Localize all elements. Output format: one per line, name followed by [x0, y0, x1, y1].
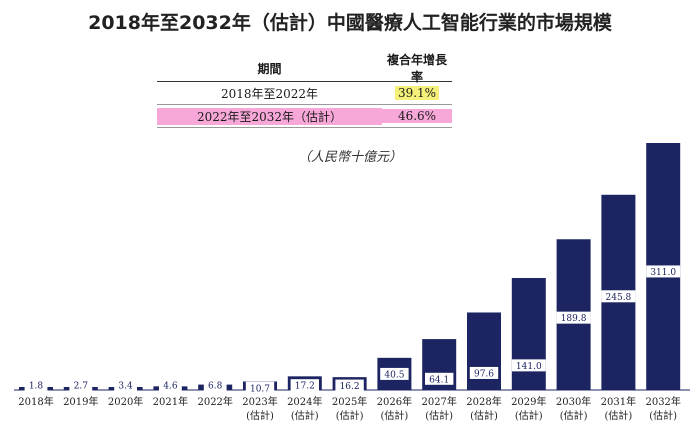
cagr-row: 2018年至2022年 39.1%	[157, 82, 452, 105]
value-label-bg	[380, 367, 409, 380]
value-label: 97.6	[474, 369, 494, 379]
value-label-bg	[159, 379, 182, 391]
cagr-row: 2022年至2032年（估計） 46.6%	[157, 105, 452, 128]
period-text: 2018年至2022年	[220, 86, 319, 101]
unit-label: （人民幣十億元）	[297, 150, 402, 165]
x-tick-label: 2032年	[645, 395, 680, 408]
value-label: 311.0	[650, 268, 676, 278]
value-label-bg	[601, 290, 636, 303]
value-label-bg	[203, 379, 227, 391]
x-tick-label: 2029年	[511, 395, 546, 408]
value-label: 189.8	[561, 314, 587, 324]
cagr-rate: 39.1%	[382, 86, 452, 100]
x-tick-label: 2023年	[242, 395, 277, 408]
value-label: 6.8	[208, 382, 223, 392]
value-label: 3.4	[118, 382, 133, 392]
value-label-bg	[469, 366, 499, 379]
x-tick-sublabel: (估計)	[291, 409, 319, 422]
value-label: 17.2	[295, 382, 315, 392]
x-tick-label: 2031年	[601, 395, 636, 408]
x-tick-label: 2020年	[108, 395, 143, 408]
x-tick-label: 2018年	[18, 395, 53, 408]
value-label-bg	[425, 372, 454, 385]
x-tick-label: 2026年	[377, 395, 412, 408]
value-label-bg	[290, 379, 319, 392]
value-label-bg	[556, 311, 591, 324]
chart-title: 2018年至2032年（估計）中國醫療人工智能行業的市場規模	[88, 12, 612, 34]
rate-text: 39.1%	[394, 86, 440, 100]
x-tick-sublabel: (估計)	[649, 409, 677, 422]
cagr-table-header: 期間 複合年增長率	[157, 53, 452, 84]
x-tick-sublabel: (估計)	[470, 409, 498, 422]
x-tick-sublabel: (估計)	[604, 409, 632, 422]
value-label-bg	[511, 359, 546, 372]
value-label: 2.7	[74, 382, 89, 392]
value-label-bg	[245, 381, 275, 394]
cagr-table: 期間 複合年增長率 2018年至2022年 39.1% 2022年至2032年（…	[157, 53, 452, 128]
value-label: 16.2	[340, 382, 360, 392]
value-label: 64.1	[429, 375, 449, 385]
value-label-bg	[69, 379, 93, 391]
value-label: 40.5	[384, 370, 404, 380]
x-tick-label: 2021年	[153, 395, 188, 408]
x-tick-sublabel: (估計)	[380, 409, 408, 422]
x-tick-label: 2022年	[197, 395, 232, 408]
cagr-period: 2022年至2032年（估計）	[157, 107, 382, 125]
value-label-bg	[646, 265, 681, 278]
value-label-bg	[335, 379, 364, 392]
x-tick-sublabel: (估計)	[425, 409, 453, 422]
rate-header: 複合年增長率	[386, 53, 447, 84]
rate-text: 46.6%	[397, 109, 437, 123]
value-label: 141.0	[516, 362, 542, 372]
x-tick-label: 2030年	[556, 395, 591, 408]
value-label: 4.6	[163, 382, 178, 392]
cagr-rate: 46.6%	[382, 109, 452, 123]
x-tick-sublabel: (估計)	[560, 409, 588, 422]
value-label: 1.8	[29, 382, 44, 392]
x-tick-sublabel: (估計)	[515, 409, 543, 422]
x-tick-label: 2019年	[63, 395, 98, 408]
x-tick-label: 2024年	[287, 395, 322, 408]
value-label: 10.7	[250, 384, 270, 394]
period-header: 期間	[257, 61, 282, 76]
x-tick-sublabel: (估計)	[246, 409, 274, 422]
value-label: 245.8	[606, 293, 632, 303]
cagr-period: 2018年至2022年	[157, 85, 382, 102]
bar	[511, 278, 546, 390]
x-tick-sublabel: (估計)	[336, 409, 364, 422]
x-tick-label: 2028年	[466, 395, 501, 408]
period-text: 2022年至2032年（估計）	[196, 109, 343, 124]
x-tick-label: 2025年	[332, 395, 367, 408]
value-label-bg	[114, 379, 137, 391]
value-label-bg	[24, 379, 48, 391]
x-tick-label: 2027年	[421, 395, 456, 408]
